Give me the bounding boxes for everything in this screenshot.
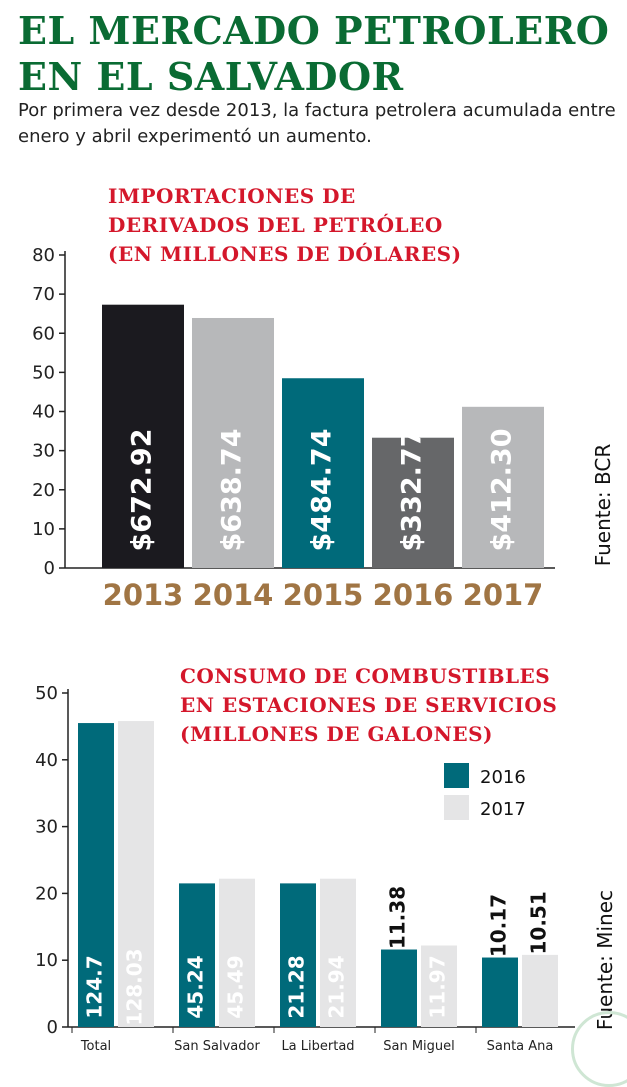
chart1-bar-value-label: $484.74 [307,429,338,552]
chart1-bar-value-label: $332.77 [397,429,428,552]
chart1-y-tick-label: 80 [32,245,55,266]
chart2-bar-2016 [381,949,417,1027]
chart1-bar [192,317,274,568]
chart2-y-tick-label: 0 [47,1017,58,1038]
chart1-category-label: 2013 [103,578,184,612]
chart1-title: IMPORTACIONES DE DERIVADOS DEL PETRÓLEO … [108,182,462,269]
chart2-bar-value-label: 11.97 [426,955,450,1018]
chart2-bar-2016 [78,723,114,1027]
chart2-legend-swatch-2016 [444,763,469,788]
chart2-source-label: Fuente: Minec [593,890,617,1030]
chart1-title-line-3: (EN MILLONES DE DÓLARES) [108,242,462,266]
chart1-bar [462,406,544,568]
chart2-bar-value-label: 45.24 [184,955,208,1018]
chart1-y-tick-label: 10 [32,519,55,540]
chart1-y-tick-label: 20 [32,480,55,501]
chart2-title: CONSUMO DE COMBUSTIBLES EN ESTACIONES DE… [180,662,557,749]
chart2-bar-value-label: 21.94 [325,955,349,1018]
chart1-category-label: 2016 [373,578,454,612]
chart2-y-tick-label: 30 [35,817,58,838]
chart1-bar-value-label: $638.74 [217,429,248,552]
chart1-bar [282,378,364,568]
chart2-bar-value-label: 10.17 [487,894,511,957]
chart2-title-line-2: EN ESTACIONES DE SERVICIOS [180,693,558,717]
chart2-category-label: Santa Ana [487,1039,554,1054]
chart1-y-tick-label: 50 [32,362,55,383]
chart2-y-tick-label: 50 [35,683,58,704]
chart2-y-tick-label: 20 [35,883,58,904]
page-title-line-1: EL MERCADO PETROLERO [18,8,610,53]
chart1-bar-value-label: $412.30 [487,429,518,552]
chart2-bar-2017 [320,878,356,1027]
chart1-title-line-1: IMPORTACIONES DE [108,184,356,208]
chart2-bar-value-label: 124.7 [83,955,107,1018]
chart2-bar-2017 [118,721,154,1027]
chart1-y-tick-label: 30 [32,441,55,462]
chart2-bar-value-label: 21.28 [285,955,309,1018]
chart2-title-line-1: CONSUMO DE COMBUSTIBLES [180,664,551,688]
chart2-y-tick-label: 40 [35,750,58,771]
chart2-category-label: La Libertad [281,1039,354,1054]
chart1-category-label: 2017 [463,578,544,612]
chart2-bar-value-label: 128.03 [123,948,147,1025]
chart2-bar-value-label: 11.38 [386,886,410,949]
chart2-category-label: San Salvador [174,1039,260,1054]
chart2-legend-label-2017: 2017 [480,799,526,820]
chart2-bar-value-label: 45.49 [224,955,248,1018]
chart2-y-tick-label: 10 [35,950,58,971]
chart2-bar-2017 [219,878,255,1027]
chart2-bar-2017 [421,945,457,1027]
chart2-category-label: San Miguel [383,1039,455,1054]
chart2-bar-2017 [522,954,558,1027]
chart1-source-label: Fuente: BCR [591,444,615,567]
chart1-bar [102,304,184,568]
page-title-line-2: EN EL SALVADOR [18,54,404,99]
chart1-y-tick-label: 60 [32,323,55,344]
chart2-legend-label-2016: 2016 [480,767,526,788]
chart1-category-label: 2014 [193,578,274,612]
chart2-bar-2016 [179,883,215,1027]
chart2-bar-value-label: 10.51 [527,891,551,954]
chart2-legend-swatch-2017 [444,795,469,820]
page-subtitle: Por primera vez desde 2013, la factura p… [18,100,616,147]
chart2-bar-2016 [482,957,518,1027]
chart2-category-label: Total [80,1039,111,1054]
chart1-category-label: 2015 [283,578,364,612]
chart2-title-line-3: (MILLONES DE GALONES) [180,722,493,746]
chart1-y-tick-label: 40 [32,402,55,423]
chart1-y-tick-label: 70 [32,284,55,305]
chart1-title-line-2: DERIVADOS DEL PETRÓLEO [108,213,443,237]
chart1-y-tick-label: 0 [44,558,55,579]
chart1-bar [372,437,454,568]
chart2-bar-2016 [280,883,316,1027]
chart1-bar-value-label: $672.92 [127,429,158,552]
